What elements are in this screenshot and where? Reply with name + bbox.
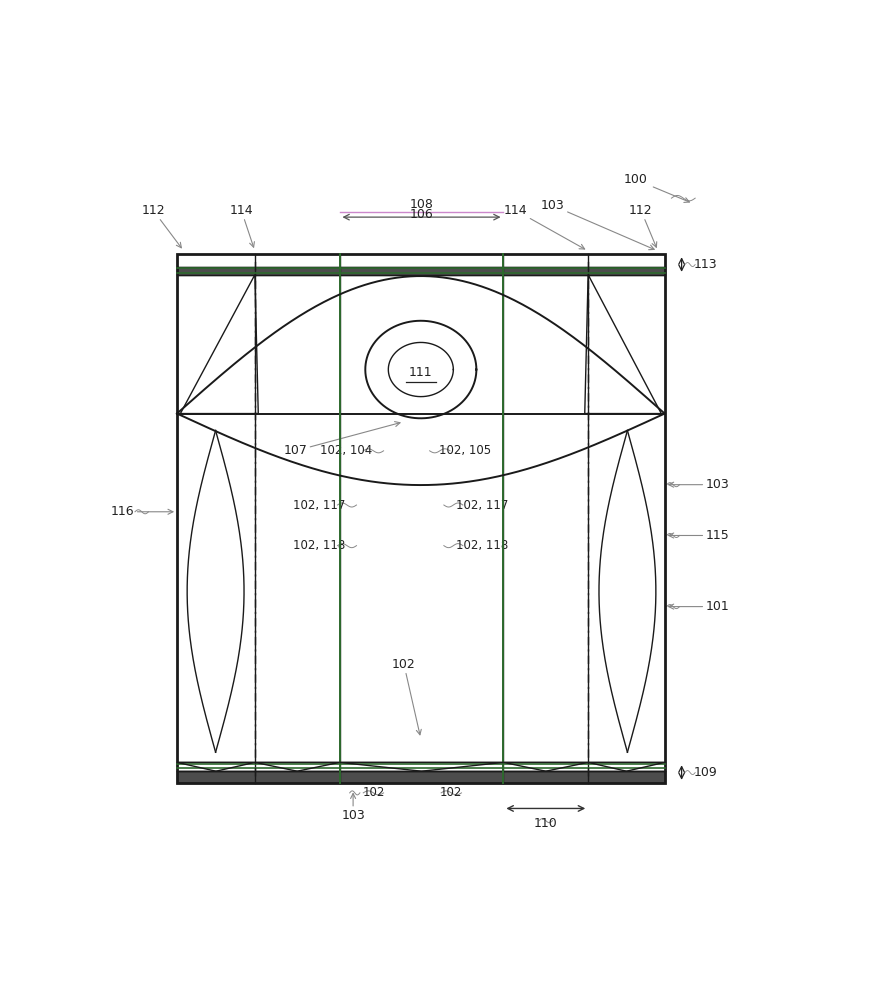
Text: 101: 101	[669, 600, 729, 613]
Text: 113: 113	[694, 258, 718, 271]
Text: 103: 103	[669, 478, 729, 491]
Text: 103: 103	[341, 794, 365, 822]
Text: 112: 112	[629, 204, 656, 247]
Text: 102: 102	[440, 786, 462, 799]
Text: 100: 100	[624, 173, 690, 202]
Text: 114: 114	[503, 204, 585, 249]
Text: 115: 115	[669, 529, 729, 542]
Text: 102, 117: 102, 117	[455, 499, 508, 512]
Text: 111: 111	[409, 366, 433, 379]
Text: 102: 102	[362, 786, 385, 799]
Text: 114: 114	[230, 204, 254, 247]
Bar	[177, 254, 665, 783]
Text: 102, 104: 102, 104	[320, 444, 372, 457]
Text: 106: 106	[410, 208, 434, 221]
Text: 102, 105: 102, 105	[439, 444, 491, 457]
Text: 108: 108	[410, 198, 434, 211]
Text: 102, 118: 102, 118	[293, 539, 345, 552]
Text: 116: 116	[111, 505, 173, 518]
Text: 102, 117: 102, 117	[293, 499, 345, 512]
Text: 102: 102	[392, 658, 421, 735]
Text: 107: 107	[283, 422, 400, 457]
Text: 109: 109	[694, 766, 718, 779]
Text: 103: 103	[541, 199, 655, 250]
Text: 110: 110	[534, 817, 558, 830]
Text: 112: 112	[142, 204, 181, 248]
Text: 102, 118: 102, 118	[455, 539, 508, 552]
